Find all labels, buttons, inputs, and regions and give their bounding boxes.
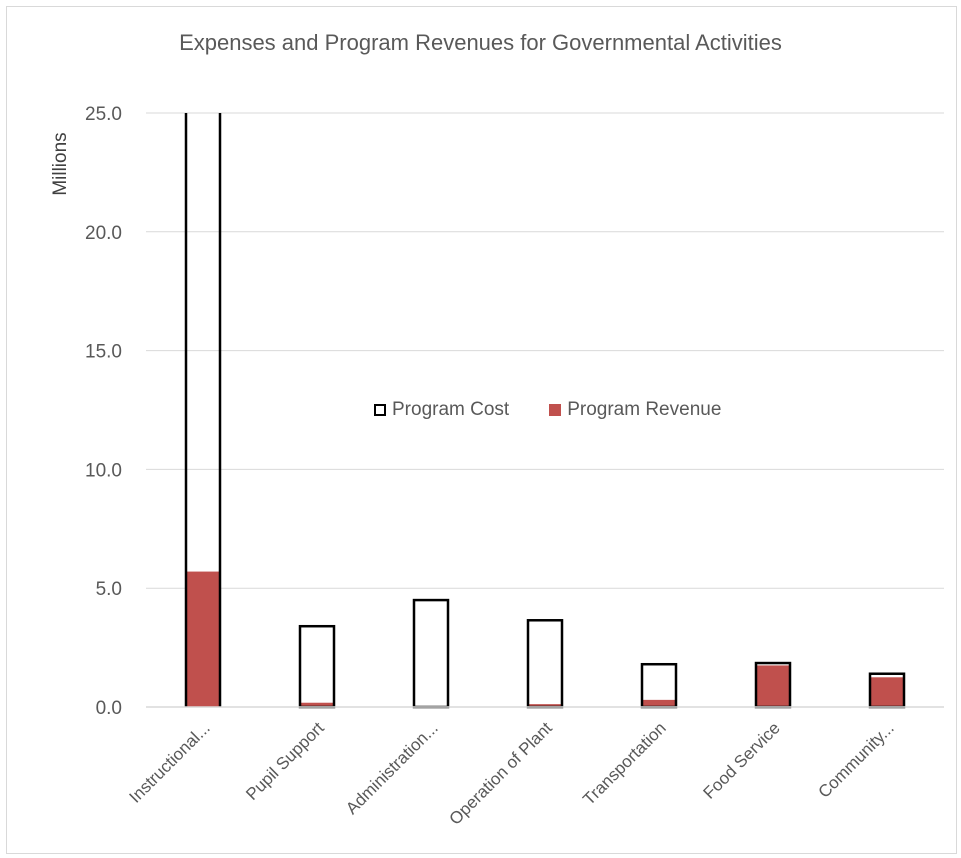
chart-title: Expenses and Program Revenues for Govern… <box>179 30 782 55</box>
bar-program-revenue <box>186 571 220 707</box>
legend-swatch-program-revenue <box>549 404 562 416</box>
legend-label-program-revenue: Program Revenue <box>567 399 722 420</box>
x-tick-label: Instructional... <box>126 718 214 806</box>
legend-label-program-cost: Program Cost <box>392 399 510 420</box>
x-tick-label: Food Service <box>700 718 784 802</box>
chart-frame <box>6 6 957 854</box>
x-tick-label: Transportation <box>579 718 669 808</box>
x-tick-label: Pupil Support <box>242 718 328 804</box>
bar-program-revenue <box>756 665 790 707</box>
bar-program-revenue <box>528 704 562 707</box>
bar-program-cost <box>298 624 336 709</box>
bar-program-cost <box>526 619 564 709</box>
legend-item-program-revenue: Program Revenue <box>549 399 721 421</box>
bar-program-cost <box>412 598 450 709</box>
bar-program-revenue <box>870 677 904 707</box>
x-tick-label: Community... <box>814 718 897 801</box>
y-tick-label: 25.0 <box>85 104 122 125</box>
legend-swatch-program-cost <box>374 404 386 416</box>
y-tick-label: 5.0 <box>96 579 122 600</box>
x-tick-label: Operation of Plant <box>445 718 556 829</box>
bar-program-revenue <box>300 702 334 707</box>
chart-legend: Program Cost Program Revenue <box>374 399 721 421</box>
bar-program-revenue <box>642 699 676 707</box>
y-tick-label: 20.0 <box>85 223 122 244</box>
y-tick-label: 0.0 <box>96 698 122 719</box>
x-tick-label: Administration... <box>342 718 442 818</box>
y-tick-label: 10.0 <box>85 460 122 481</box>
legend-item-program-cost: Program Cost <box>374 399 509 421</box>
y-tick-label: 15.0 <box>85 342 122 363</box>
